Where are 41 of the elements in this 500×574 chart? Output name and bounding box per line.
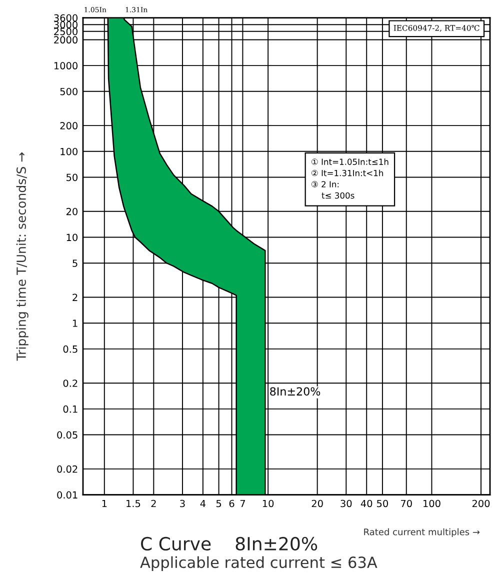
y-tick-label: 0.5 <box>63 345 78 353</box>
y-tick-label: 1 <box>73 320 78 327</box>
y-tick-label: 1000 <box>54 62 78 70</box>
x-tick-label: 4 <box>200 500 206 508</box>
y-tick-label: 200 <box>60 122 78 130</box>
annotation: 8In±20% <box>270 387 320 396</box>
text: Applicable rated current ≤ 63A <box>140 556 378 572</box>
y-tick-label: 2 <box>72 294 78 301</box>
y-tick-label: 5 <box>72 260 78 267</box>
annotation: ① Int=1.05In:t≤1h ② It=1.31In:t<1h ③ 2 In: t≤ 300s <box>312 158 388 199</box>
x-tick-label: 1.5 <box>126 500 140 508</box>
y-tick-label: 0.05 <box>57 431 78 439</box>
x-tick-label: 30 <box>340 500 352 508</box>
y-tick-label: 50 <box>66 174 78 182</box>
x-tick-label: 200 <box>472 500 490 508</box>
y-axis-title: Tripping time T/Unit: seconds/S → <box>16 152 28 361</box>
y-tick-label: 500 <box>60 88 78 96</box>
y-tick-label: 10 <box>66 234 78 242</box>
x-tick-label: 10 <box>262 500 274 508</box>
y-tick-label: 0.1 <box>63 405 78 413</box>
y-tick-label: 3600 <box>54 14 78 22</box>
x-tick-label: 5 <box>216 500 222 508</box>
x-tick-label: 2 <box>151 500 156 508</box>
text: C Curve 8In±20% <box>141 536 318 551</box>
y-tick-label: 100 <box>60 148 78 156</box>
x-tick-label: 20 <box>312 500 323 508</box>
x-tick-label: 50 <box>377 500 388 508</box>
y-tick-label: 0.02 <box>57 465 78 473</box>
x-tick-label: 70 <box>400 500 412 508</box>
x-tick-label: 6 <box>229 500 234 508</box>
x-tick-label: 1 <box>102 500 107 508</box>
x-tick-label: 40 <box>360 500 372 508</box>
x-tick-label: 3 <box>180 500 185 508</box>
y-tick-label: 2500 <box>54 28 78 36</box>
y-tick-label: 2000 <box>54 36 78 44</box>
x-axis-title: Rated current multiples → <box>364 528 480 538</box>
y-tick-label: 20 <box>66 208 78 216</box>
y-tick-label: 0.01 <box>57 491 78 499</box>
y-tick-label: 0.2 <box>63 380 78 387</box>
x-tick-label: 7 <box>240 500 245 508</box>
x-tick-label: 100 <box>424 500 440 508</box>
